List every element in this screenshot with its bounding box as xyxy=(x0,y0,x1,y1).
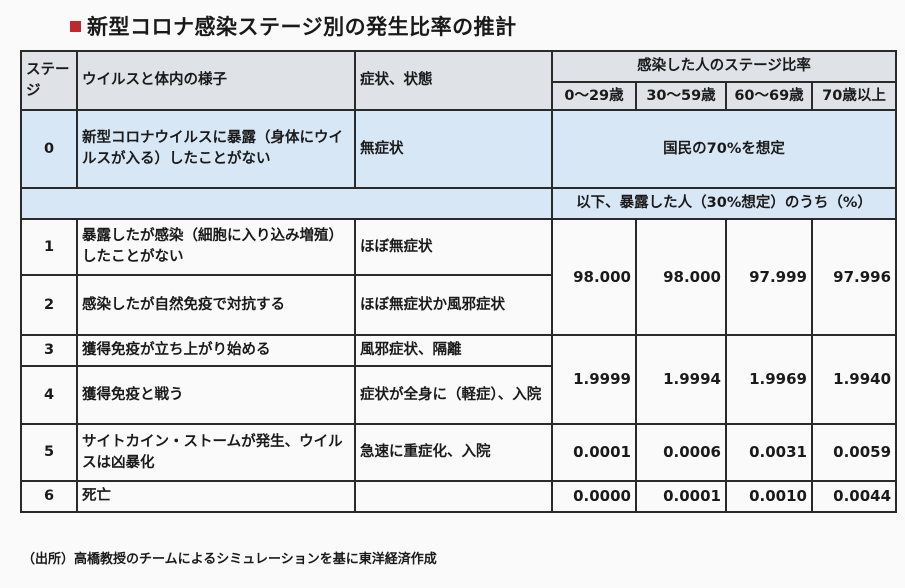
value-cell: 0.0044 xyxy=(810,480,898,513)
value-cell: 97.999 xyxy=(725,218,813,336)
stage-0-note: 国民の70%を想定 xyxy=(550,109,898,189)
title-text: 新型コロナ感染ステージ別の発生比率の推計 xyxy=(87,15,517,39)
value-cell: 0.0031 xyxy=(725,423,813,482)
stage-num: 2 xyxy=(20,274,78,336)
subheader-blank xyxy=(20,187,553,220)
header-age-1: 30～59歳 xyxy=(635,81,727,111)
value-cell: 0.0001 xyxy=(635,480,727,513)
stage-num: 6 xyxy=(20,480,78,513)
value-cell: 98.000 xyxy=(635,218,727,336)
stage-num: 1 xyxy=(20,218,78,276)
stage-0-row: 0 新型コロナウイルスに暴露（身体にウイルスが入る）したことがない 無症状 国民… xyxy=(20,109,898,189)
value-cell: 1.9999 xyxy=(551,334,637,425)
page-title: 新型コロナ感染ステージ別の発生比率の推計 xyxy=(70,12,517,40)
subheader-row: 以下、暴露した人（30%想定）のうち（%） xyxy=(20,187,898,220)
stage-desc: 獲得免疫と戦う xyxy=(76,365,356,425)
stage-desc: 感染したが自然免疫で対抗する xyxy=(76,274,356,336)
stage-symptom: 急速に重症化、入院 xyxy=(354,423,553,482)
stage-0-desc: 新型コロナウイルスに暴露（身体にウイルスが入る）したことがない xyxy=(76,109,356,189)
table-row: 1 暴露したが感染（細胞に入り込み増殖）したことがない ほぼ無症状 98.000… xyxy=(20,218,898,336)
stage-num: 5 xyxy=(20,423,78,482)
table-row: 5 サイトカイン・ストームが発生、ウイルスは凶暴化 急速に重症化、入院 0.00… xyxy=(20,423,898,482)
stage-desc: 死亡 xyxy=(76,480,356,513)
value-cell: 0.0010 xyxy=(725,480,813,513)
subheader-text: 以下、暴露した人（30%想定）のうち（%） xyxy=(550,187,898,220)
header-age-0: 0～29歳 xyxy=(551,81,637,111)
value-cell: 0.0001 xyxy=(551,423,637,482)
header-row: ステージ ウイルスと体内の様子 症状、状態 感染した人のステージ比率 xyxy=(20,50,898,111)
stage-ratio-table: ステージ ウイルスと体内の様子 症状、状態 感染した人のステージ比率 0～29歳… xyxy=(20,50,898,513)
stage-num: 4 xyxy=(20,365,78,425)
stage-desc: サイトカイン・ストームが発生、ウイルスは凶暴化 xyxy=(76,423,356,482)
table-row: 4 獲得免疫と戦う 症状が全身に（軽症）、入院 xyxy=(20,365,896,425)
header-body: ウイルスと体内の様子 xyxy=(76,50,356,111)
value-cell: 98.000 xyxy=(551,218,637,336)
header-symptom: 症状、状態 xyxy=(354,50,553,111)
stage-symptom: 風邪症状、隔離 xyxy=(354,334,553,367)
stage-symptom: ほぼ無症状か風邪症状 xyxy=(354,274,553,336)
table-row: 2 感染したが自然免疫で対抗する ほぼ無症状か風邪症状 xyxy=(20,274,896,336)
header-ratio-group: 感染した人のステージ比率 xyxy=(550,50,898,83)
stage-num: 3 xyxy=(20,334,78,367)
value-cell: 0.0006 xyxy=(635,423,727,482)
value-cell: 97.996 xyxy=(810,218,898,336)
header-stage: ステージ xyxy=(20,50,78,111)
table-row: 3 獲得免疫が立ち上がり始める 風邪症状、隔離 1.9999 1.9994 1.… xyxy=(20,334,898,425)
stage-desc: 獲得免疫が立ち上がり始める xyxy=(76,334,356,367)
stage-symptom: ほぼ無症状 xyxy=(354,218,553,276)
header-age-3: 70歳以上 xyxy=(810,81,898,111)
value-cell: 1.9940 xyxy=(810,334,898,425)
source-note: （出所）高橋教授のチームによるシミュレーションを基に東洋経済作成 xyxy=(22,552,437,567)
value-cell: 1.9969 xyxy=(725,334,813,425)
value-cell: 0.0000 xyxy=(551,480,637,513)
header-age-2: 60～69歳 xyxy=(725,81,813,111)
stage-symptom xyxy=(354,480,553,513)
stage-0-symptom: 無症状 xyxy=(354,109,553,189)
value-cell: 0.0059 xyxy=(810,423,898,482)
stage-0-num: 0 xyxy=(20,109,78,189)
table-row: 6 死亡 0.0000 0.0001 0.0010 0.0044 xyxy=(20,480,898,513)
value-cell: 1.9994 xyxy=(635,334,727,425)
title-marker-icon xyxy=(70,20,81,32)
stage-desc: 暴露したが感染（細胞に入り込み増殖）したことがない xyxy=(76,218,356,276)
stage-symptom: 症状が全身に（軽症）、入院 xyxy=(354,365,553,425)
